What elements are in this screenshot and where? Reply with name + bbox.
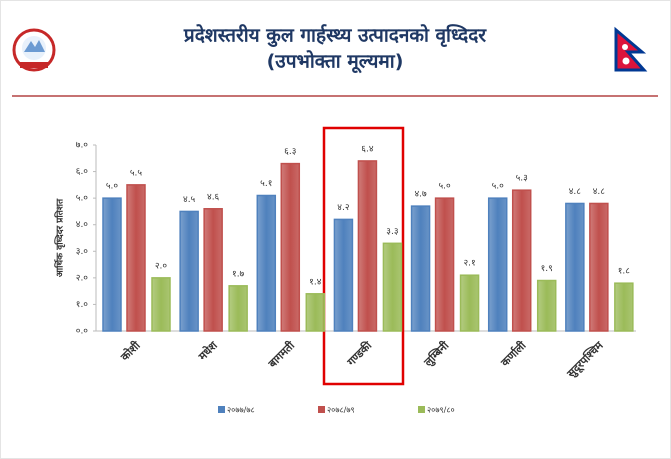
bar — [511, 189, 532, 332]
value-label: ६.४ — [361, 144, 374, 154]
value-label: ४.७ — [414, 190, 427, 200]
bar — [434, 197, 455, 332]
value-label: ५.३ — [516, 174, 528, 184]
value-label: ५.० — [438, 182, 451, 192]
value-label: ४.५ — [183, 195, 196, 205]
legend-label: २०७८/७९ — [327, 406, 355, 415]
bar — [280, 162, 301, 332]
value-label: १.८ — [618, 267, 631, 277]
bar — [614, 282, 634, 332]
value-label: ५.० — [492, 182, 505, 192]
bar — [357, 160, 378, 332]
value-label: ४.६ — [207, 192, 220, 202]
chart-subtitle: (उपभोक्ता मूल्यमा) — [267, 50, 404, 74]
bar — [565, 202, 585, 332]
value-label: २.० — [155, 261, 168, 271]
y-axis-label: आर्थिक वृध्दिदर प्रतिशत — [54, 198, 66, 277]
value-label: ४.८ — [569, 187, 582, 197]
bar — [228, 285, 248, 332]
chart-title: प्रदेशस्तरीय कुल गार्हस्थ्य उत्पादनको वृ… — [183, 24, 487, 48]
legend-label: २०७७/७८ — [227, 406, 255, 415]
emblem — [12, 28, 56, 72]
value-label: १.७ — [232, 269, 245, 279]
bar — [305, 293, 326, 332]
highlight-box — [322, 126, 405, 386]
legend-label: २०७९/८० — [427, 406, 455, 415]
value-label: ३.३ — [386, 227, 398, 237]
value-label: ४.२ — [337, 203, 350, 213]
bar — [179, 210, 199, 332]
y-tick-label: ६.० — [76, 167, 89, 177]
value-label: १.९ — [541, 264, 553, 274]
bar — [203, 208, 223, 332]
bar — [151, 277, 171, 332]
y-tick-label: ३.० — [76, 247, 89, 257]
bar — [382, 242, 403, 332]
legend-swatch — [318, 406, 325, 413]
value-label: ४.८ — [593, 187, 606, 197]
bar — [126, 184, 146, 332]
value-label: ५.५ — [130, 168, 143, 178]
y-tick-label: ५.० — [76, 194, 89, 204]
y-tick-label: ४.० — [76, 220, 89, 230]
y-tick-label: ७.० — [76, 141, 89, 151]
value-label: १.४ — [309, 277, 322, 287]
bar — [102, 197, 122, 332]
bar — [589, 202, 609, 332]
y-tick-label: २.० — [76, 273, 89, 283]
y-tick-label: ०.० — [76, 327, 89, 337]
value-label: ५.१ — [260, 179, 272, 189]
bar — [487, 197, 508, 332]
bar — [333, 218, 354, 332]
value-label: ५.० — [106, 182, 119, 192]
legend-swatch — [218, 406, 225, 413]
bar — [256, 194, 277, 332]
legend-swatch — [418, 406, 425, 413]
value-label: २.१ — [463, 259, 475, 269]
bar — [536, 279, 557, 332]
nepal-flag — [614, 26, 648, 72]
y-tick-label: १.० — [76, 300, 89, 310]
bar — [410, 205, 431, 332]
value-label: ६.३ — [284, 147, 296, 157]
bar — [459, 274, 480, 332]
